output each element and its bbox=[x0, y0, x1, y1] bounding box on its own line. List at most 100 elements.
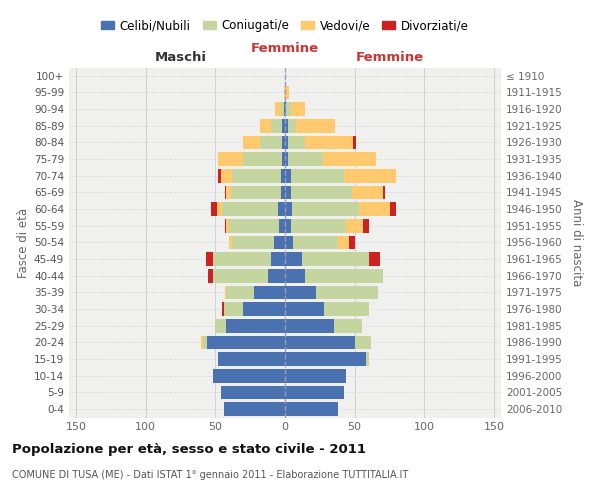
Text: Maschi: Maschi bbox=[154, 51, 206, 64]
Text: COMUNE DI TUSA (ME) - Dati ISTAT 1° gennaio 2011 - Elaborazione TUTTITALIA.IT: COMUNE DI TUSA (ME) - Dati ISTAT 1° genn… bbox=[12, 470, 408, 480]
Bar bbox=[222, 302, 224, 316]
Bar bbox=[202, 336, 203, 349]
Bar bbox=[285, 302, 324, 316]
Bar bbox=[290, 186, 352, 200]
Bar bbox=[344, 169, 397, 182]
Bar bbox=[226, 286, 254, 300]
Bar bbox=[274, 236, 285, 250]
Bar bbox=[288, 152, 323, 166]
Bar bbox=[355, 336, 371, 349]
Bar bbox=[282, 152, 285, 166]
Bar bbox=[353, 136, 356, 149]
Bar bbox=[232, 236, 274, 250]
Bar bbox=[316, 286, 379, 300]
Bar bbox=[222, 202, 278, 216]
Bar bbox=[293, 236, 338, 250]
Legend: Celibi/Nubili, Coniugati/e, Vedovi/e, Divorziati/e: Celibi/Nubili, Coniugati/e, Vedovi/e, Di… bbox=[96, 14, 474, 37]
Bar bbox=[225, 186, 226, 200]
Bar bbox=[296, 119, 335, 132]
Bar bbox=[288, 136, 305, 149]
Bar bbox=[285, 236, 293, 250]
Bar bbox=[334, 319, 362, 332]
Bar bbox=[212, 369, 285, 382]
Bar bbox=[359, 202, 389, 216]
Bar bbox=[207, 336, 285, 349]
Bar bbox=[324, 302, 368, 316]
Bar bbox=[366, 352, 368, 366]
Bar bbox=[305, 136, 353, 149]
Bar bbox=[282, 119, 285, 132]
Bar bbox=[285, 102, 286, 116]
Bar bbox=[285, 286, 316, 300]
Bar bbox=[260, 119, 271, 132]
Bar bbox=[285, 336, 355, 349]
Bar bbox=[285, 402, 338, 416]
Text: Femmine: Femmine bbox=[355, 51, 424, 64]
Bar bbox=[225, 286, 226, 300]
Bar bbox=[243, 302, 285, 316]
Bar bbox=[243, 152, 282, 166]
Bar bbox=[285, 352, 366, 366]
Bar bbox=[284, 86, 285, 100]
Bar bbox=[226, 186, 230, 200]
Bar bbox=[226, 219, 229, 232]
Bar bbox=[280, 219, 285, 232]
Bar bbox=[271, 119, 282, 132]
Bar bbox=[292, 202, 359, 216]
Bar bbox=[215, 319, 226, 332]
Bar bbox=[346, 219, 363, 232]
Y-axis label: Fasce di età: Fasce di età bbox=[17, 208, 30, 278]
Bar bbox=[284, 102, 285, 116]
Bar bbox=[229, 219, 280, 232]
Bar bbox=[363, 219, 368, 232]
Text: Popolazione per età, sesso e stato civile - 2011: Popolazione per età, sesso e stato civil… bbox=[12, 442, 366, 456]
Bar bbox=[305, 269, 383, 282]
Bar bbox=[224, 402, 285, 416]
Bar bbox=[338, 236, 349, 250]
Bar bbox=[232, 169, 281, 182]
Bar bbox=[285, 219, 290, 232]
Bar bbox=[349, 236, 355, 250]
Bar bbox=[212, 269, 268, 282]
Bar bbox=[218, 169, 221, 182]
Bar bbox=[282, 136, 285, 149]
Bar bbox=[226, 319, 285, 332]
Bar bbox=[243, 136, 260, 149]
Bar bbox=[278, 202, 285, 216]
Bar bbox=[285, 202, 292, 216]
Bar bbox=[288, 119, 296, 132]
Bar bbox=[285, 369, 346, 382]
Bar bbox=[281, 169, 285, 182]
Bar bbox=[254, 286, 285, 300]
Bar bbox=[352, 186, 383, 200]
Bar bbox=[218, 152, 243, 166]
Bar bbox=[230, 186, 281, 200]
Bar bbox=[290, 219, 346, 232]
Bar bbox=[206, 252, 212, 266]
Bar bbox=[217, 202, 222, 216]
Bar bbox=[285, 86, 289, 100]
Bar bbox=[290, 102, 305, 116]
Bar bbox=[368, 252, 380, 266]
Bar bbox=[285, 169, 290, 182]
Bar bbox=[290, 169, 344, 182]
Bar bbox=[281, 102, 284, 116]
Y-axis label: Anni di nascita: Anni di nascita bbox=[569, 199, 583, 286]
Bar bbox=[224, 302, 243, 316]
Text: Femmine: Femmine bbox=[251, 42, 319, 55]
Bar bbox=[212, 252, 271, 266]
Bar bbox=[281, 186, 285, 200]
Bar bbox=[285, 186, 290, 200]
Bar bbox=[285, 319, 334, 332]
Bar bbox=[275, 102, 281, 116]
Bar bbox=[211, 202, 217, 216]
Bar bbox=[268, 269, 285, 282]
Bar bbox=[286, 102, 290, 116]
Bar bbox=[285, 119, 288, 132]
Bar bbox=[218, 352, 285, 366]
Bar bbox=[221, 169, 232, 182]
Bar bbox=[285, 269, 305, 282]
Bar bbox=[323, 152, 376, 166]
Bar bbox=[285, 386, 344, 400]
Bar bbox=[271, 252, 285, 266]
